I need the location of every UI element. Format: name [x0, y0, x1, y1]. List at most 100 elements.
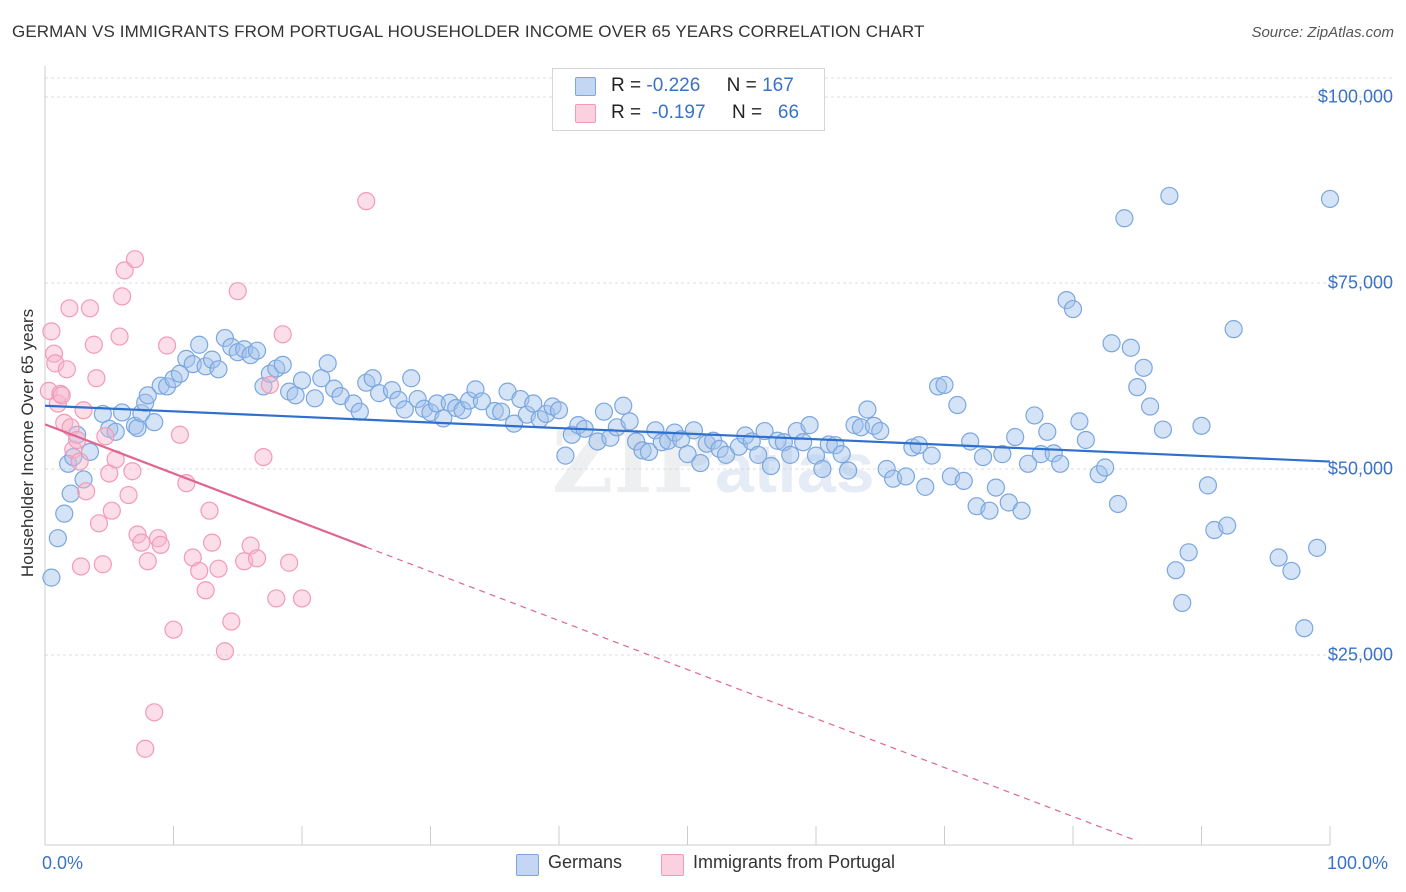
point-germans: [112, 403, 132, 422]
point-portugal: [138, 552, 157, 571]
point-germans: [948, 395, 967, 415]
point-germans: [909, 436, 928, 455]
point-portugal: [77, 482, 96, 501]
point-portugal: [84, 335, 103, 354]
point-germans: [1070, 412, 1089, 431]
point-germans: [928, 377, 948, 396]
trend-lines: [44, 404, 1331, 842]
point-portugal: [132, 533, 151, 552]
bottom-legend-swatch-portugal: [661, 854, 684, 876]
point-germans: [986, 478, 1006, 497]
point-portugal: [247, 549, 267, 568]
point-portugal: [196, 581, 215, 600]
point-portugal: [110, 327, 129, 346]
point-germans: [594, 402, 614, 421]
point-germans: [1051, 454, 1070, 473]
point-germans: [215, 328, 234, 348]
point-germans: [652, 433, 671, 452]
point-germans: [1140, 397, 1160, 416]
legend-n-portugal: 66: [777, 102, 800, 123]
point-portugal: [145, 703, 164, 722]
point-germans: [157, 377, 177, 396]
point-germans: [916, 477, 935, 496]
point-portugal: [170, 425, 190, 444]
point-portugal: [80, 299, 100, 318]
legend-n-label: N =: [726, 75, 757, 96]
data-points: [39, 186, 1340, 758]
point-germans: [1160, 186, 1179, 206]
point-portugal: [42, 322, 61, 341]
point-germans: [472, 392, 491, 411]
point-portugal: [190, 561, 209, 581]
point-germans: [800, 416, 819, 435]
point-portugal: [93, 555, 112, 574]
point-germans: [935, 375, 954, 395]
point-portugal: [112, 287, 132, 306]
stats-legend: R = -0.226 N = 167 R = -0.197 N = 66: [552, 68, 825, 131]
point-portugal: [292, 589, 312, 608]
point-germans: [190, 335, 209, 354]
legend-n-germans: 167: [762, 75, 794, 96]
legend-r-label: R =: [611, 102, 642, 123]
point-germans: [1224, 320, 1243, 339]
point-germans: [1128, 378, 1147, 397]
point-portugal: [52, 386, 71, 405]
point-germans: [382, 381, 402, 400]
point-germans: [755, 421, 774, 441]
axes: [44, 66, 1331, 846]
point-germans: [1198, 476, 1218, 495]
legend-r-portugal: -0.197: [651, 102, 706, 123]
point-germans: [350, 402, 369, 421]
point-germans: [209, 360, 228, 379]
point-germans: [504, 414, 524, 433]
point-germans: [292, 371, 312, 390]
point-portugal: [267, 589, 286, 608]
point-germans: [273, 355, 292, 374]
point-germans: [1038, 422, 1057, 441]
point-germans: [1179, 543, 1198, 562]
point-portugal: [280, 553, 299, 572]
point-germans: [626, 432, 646, 451]
point-germans: [684, 421, 704, 440]
point-portugal: [57, 360, 76, 379]
point-portugal: [87, 369, 106, 388]
legend-n-label: N =: [731, 102, 763, 123]
point-germans: [832, 445, 851, 464]
x-tick-min: 0.0%: [42, 853, 84, 873]
point-germans: [691, 453, 710, 473]
point-germans: [1115, 209, 1134, 228]
point-germans: [136, 393, 155, 412]
point-germans: [781, 445, 800, 464]
point-germans: [980, 501, 999, 520]
point-germans: [128, 418, 147, 438]
point-germans: [1166, 561, 1185, 580]
bottom-legend-label-portugal: Immigrants from Portugal: [693, 852, 896, 872]
point-portugal: [46, 354, 65, 373]
point-germans: [1308, 538, 1327, 557]
point-germans: [922, 446, 941, 465]
point-portugal: [215, 642, 234, 661]
legend-swatch-portugal: [575, 104, 596, 123]
point-germans: [1089, 465, 1108, 484]
point-portugal: [60, 299, 79, 318]
point-germans: [633, 441, 652, 460]
point-portugal: [202, 533, 222, 552]
point-portugal: [357, 192, 376, 211]
point-germans: [1218, 516, 1237, 535]
point-germans: [247, 341, 267, 360]
point-germans: [524, 394, 543, 413]
point-germans: [1153, 420, 1173, 439]
y-tick-label: $75,000: [1327, 272, 1393, 293]
point-germans: [1006, 427, 1025, 447]
point-germans: [1192, 416, 1211, 435]
point-germans: [138, 386, 157, 405]
y-tick-label: $25,000: [1327, 644, 1393, 665]
point-germans: [1018, 454, 1038, 473]
point-portugal: [260, 375, 279, 395]
legend-row-portugal: R = -0.197 N = 66: [553, 100, 824, 126]
point-portugal: [74, 401, 93, 420]
point-germans: [1269, 548, 1288, 567]
chart-title: GERMAN VS IMMIGRANTS FROM PORTUGAL HOUSE…: [12, 22, 925, 41]
point-portugal: [115, 261, 134, 280]
